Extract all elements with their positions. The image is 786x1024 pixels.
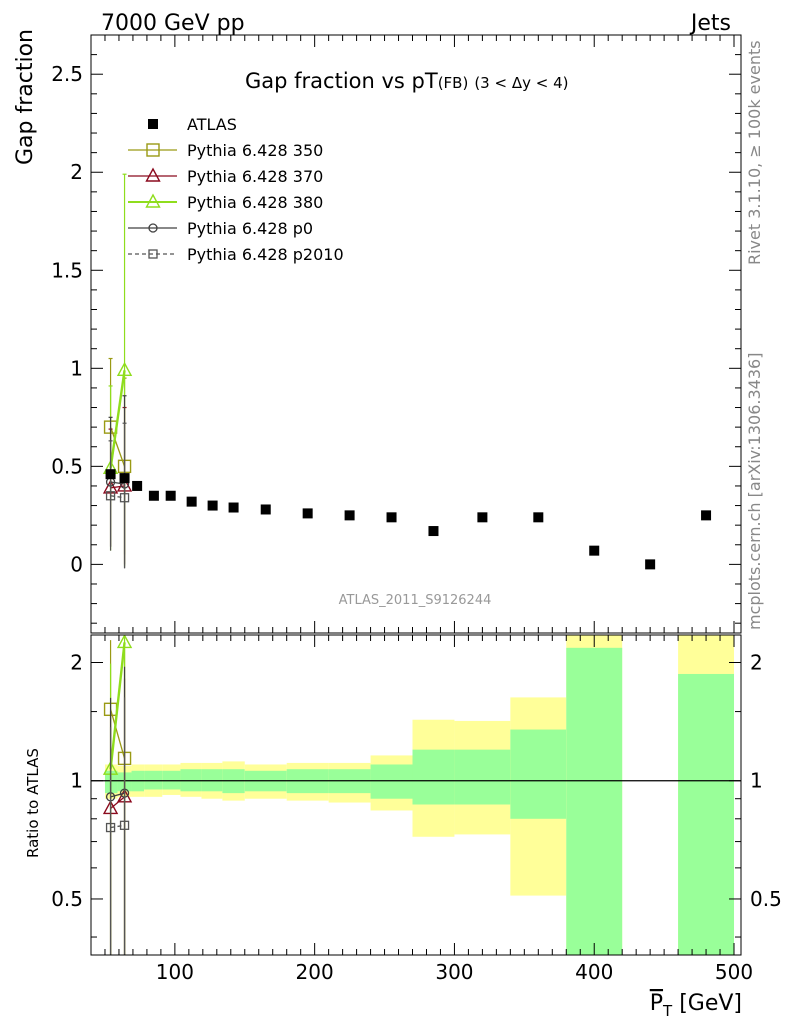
header-process-label: Jets (689, 11, 731, 36)
data-point (165, 490, 176, 501)
ratio-line-0 (109, 709, 126, 759)
legend-label-2: Pythia 6.428 380 (187, 193, 323, 212)
ratio-band-green (370, 764, 413, 799)
x-tick-label: 200 (296, 960, 334, 984)
ratio-band-green (678, 673, 735, 955)
analysis-label: ATLAS_2011_S9126244 (339, 593, 492, 608)
series-line-4 (110, 495, 125, 499)
legend-marker-3 (148, 223, 158, 233)
ratio-line-3 (110, 792, 125, 798)
series-line-2 (109, 370, 126, 469)
x-axis-label-sub: T (662, 1002, 673, 1020)
ratio-tick-label: 2 (70, 651, 83, 675)
ratio-plot-frame (90, 634, 742, 956)
x-axis-label-unit: [GeV] (672, 991, 742, 1016)
plot-title: Gap fraction vs pT(FB) (3 < Δy < 4) (245, 69, 568, 93)
legend-label-4: Pythia 6.428 p2010 (187, 245, 344, 264)
ratio-marker-2 (116, 635, 133, 649)
data-point (119, 473, 130, 484)
data-point (701, 510, 712, 521)
legend-label-3: Pythia 6.428 p0 (187, 219, 313, 238)
legend-marker-0 (146, 143, 160, 157)
plot-title-main: Gap fraction vs pT (245, 69, 438, 93)
ratio-tick-label-right: 2 (750, 651, 763, 675)
ratio-tick-label: 0.5 (51, 887, 83, 911)
ratio-y-axis-label: Ratio to ATLAS (24, 748, 42, 858)
legend-marker-data (148, 119, 158, 129)
legend-label-1: Pythia 6.428 370 (187, 167, 323, 186)
ratio-band-green (412, 749, 455, 805)
series-marker-4 (119, 493, 130, 503)
legend-marker-4 (148, 249, 158, 259)
x-tick-label: 500 (715, 960, 753, 984)
ratio-band-green (454, 749, 511, 805)
legend-marker-1 (145, 167, 161, 182)
data-point (105, 469, 116, 480)
ratio-line-2 (109, 642, 126, 770)
data-point (228, 502, 239, 513)
series-marker-2 (116, 361, 133, 376)
ratio-marker-4 (105, 822, 116, 833)
data-point (302, 508, 313, 519)
rivet-version-label: Rivet 3.1.10, ≥ 100k events (745, 40, 764, 265)
y-tick-label: 2 (70, 160, 83, 184)
ratio-band-green (510, 729, 567, 819)
ratio-tick-label: 1 (70, 769, 83, 793)
data-point (645, 559, 656, 570)
legend-marker-2 (145, 193, 161, 208)
y-axis-label: Gap fraction (13, 29, 38, 165)
legend-label-0: Pythia 6.428 350 (187, 141, 323, 160)
data-point (186, 496, 197, 507)
y-tick-label: 1.5 (51, 258, 83, 282)
data-point (428, 526, 439, 537)
ratio-marker-4 (119, 820, 130, 830)
x-tick-label: 400 (575, 960, 613, 984)
data-point (260, 504, 271, 515)
data-point (207, 500, 218, 511)
mcplots-source-label: mcplots.cern.ch [arXiv:1306.3436] (745, 353, 764, 630)
ratio-tick-label-right: 0.5 (750, 887, 782, 911)
plot-title-range: (3 < Δy < 4) (474, 74, 568, 92)
x-tick-label: 100 (156, 960, 194, 984)
legend-label-data: ATLAS (187, 115, 237, 134)
data-point (132, 480, 143, 491)
y-tick-label: 0 (70, 552, 83, 576)
data-point (148, 490, 159, 501)
header-energy-label: 7000 GeV pp (101, 11, 245, 36)
main-plot-frame (90, 34, 742, 634)
y-tick-label: 0.5 (51, 454, 83, 478)
ratio-band-green (566, 647, 623, 955)
plot-title-suffix: (FB) (438, 74, 469, 92)
data-point (533, 512, 544, 523)
data-point (477, 512, 488, 523)
y-tick-label: 2.5 (51, 62, 83, 86)
ratio-tick-label-right: 1 (750, 769, 763, 793)
ratio-band-green (104, 770, 118, 794)
x-tick-label: 300 (435, 960, 473, 984)
x-axis-label-main: P (650, 991, 663, 1016)
series-line-3 (110, 481, 125, 485)
data-point (344, 510, 355, 521)
data-point (386, 512, 397, 523)
series-marker-4 (105, 491, 116, 501)
y-tick-label: 1 (70, 356, 83, 380)
series-line-1 (110, 485, 125, 489)
ratio-line-4 (110, 824, 125, 829)
data-point (589, 545, 600, 556)
x-axis-label: PT [GeV] (650, 991, 742, 1020)
